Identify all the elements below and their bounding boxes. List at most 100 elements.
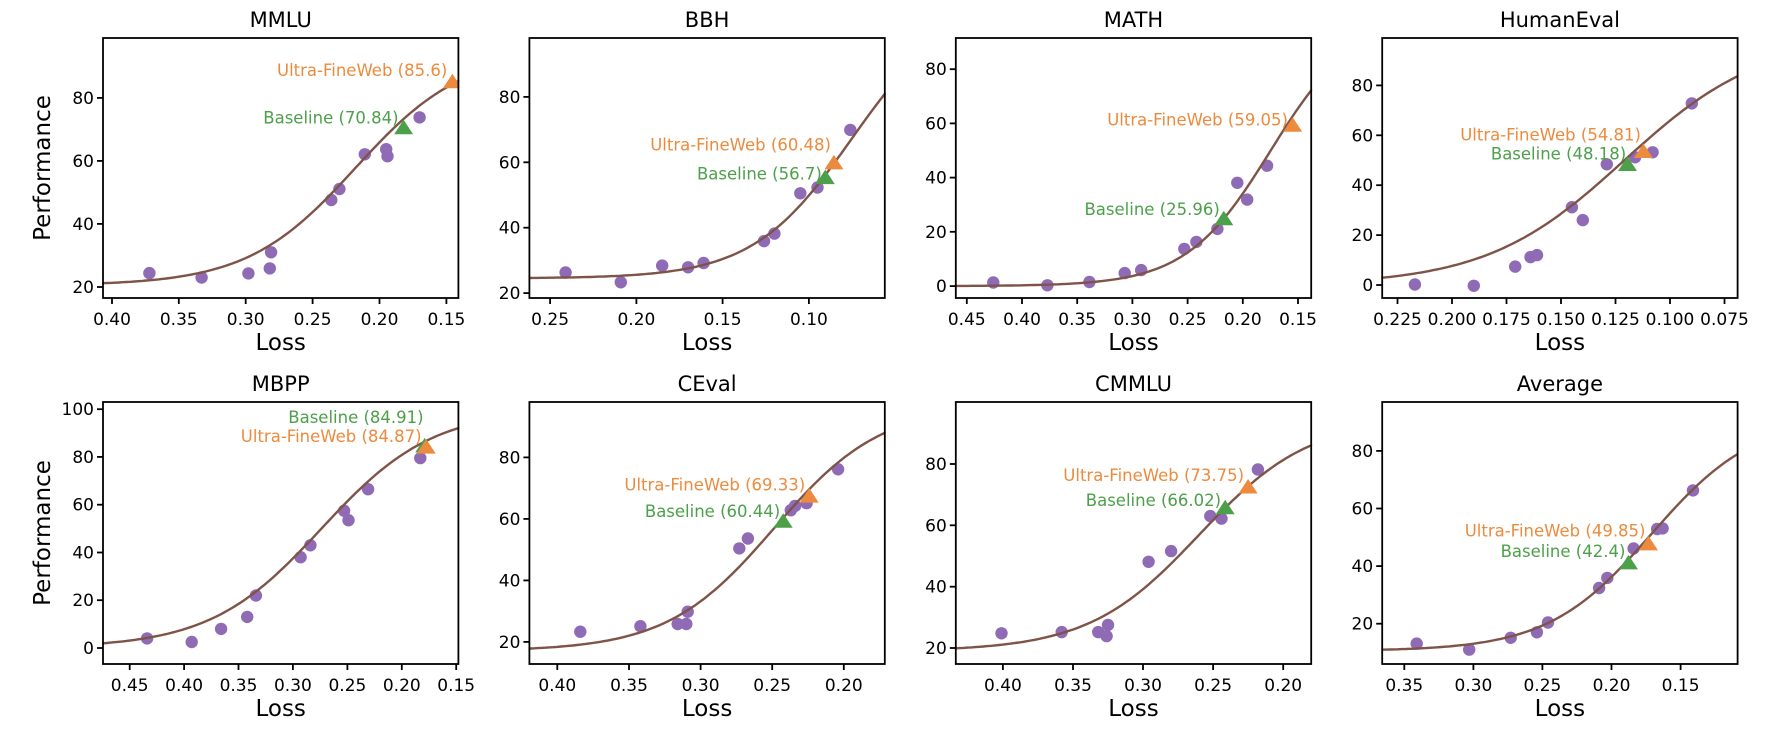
x-tick-label: 0.20: [617, 310, 655, 330]
y-tick-label: 60: [1352, 500, 1374, 520]
subplot-mbpp: Ultra-FineWeb (84.87)Baseline (84.91) MBP…: [30, 372, 475, 722]
plot-area: [102, 73, 460, 285]
subplot-title: BBH: [685, 8, 730, 32]
data-point: [1656, 522, 1669, 535]
baseline-marker: [1215, 499, 1235, 515]
y-tick-label: 60: [925, 516, 947, 536]
x-axis-label: Loss: [255, 330, 305, 356]
data-point: [1241, 193, 1254, 206]
subplot-title: CMMLU: [1095, 372, 1172, 396]
ultra-fineweb-marker: [442, 73, 460, 89]
y-tick-label: 40: [499, 571, 521, 591]
data-point: [757, 234, 771, 248]
y-tick-label: 100: [62, 400, 94, 420]
ultra-fineweb-label: Ultra-FineWeb (60.48): [650, 135, 831, 154]
data-point: [559, 266, 572, 279]
plot-area: [1381, 452, 1739, 656]
y-tick-label: 20: [499, 284, 521, 304]
x-tick-label: 0.25: [531, 310, 569, 330]
x-axis: 0.225 0.200 0.175 0.150 0.125 0.100 0.075: [1373, 298, 1749, 330]
baseline-label: Baseline (25.96): [1084, 200, 1219, 219]
scatter-points: [995, 463, 1265, 643]
data-point: [195, 271, 208, 284]
axes-frame: [528, 37, 886, 299]
data-point: [656, 259, 669, 272]
y-tick-label: 20: [499, 633, 521, 653]
y-axis: 20 40 60 80: [72, 89, 103, 298]
ultra-fineweb-label: Ultra-FineWeb (69.33): [624, 475, 805, 494]
data-point: [1101, 618, 1115, 632]
scatter-points: [1410, 484, 1700, 656]
x-axis: 0.35 0.30 0.25 0.20 0.15: [1385, 664, 1700, 696]
x-axis-label: Loss: [1535, 330, 1585, 356]
y-tick-label: 80: [925, 455, 947, 475]
x-axis-label: Loss: [1535, 696, 1585, 722]
subplot-title: HumanEval: [1500, 8, 1620, 32]
baseline-marker: [773, 513, 793, 528]
baseline-marker: [1214, 210, 1234, 226]
data-point: [1164, 544, 1178, 558]
baseline-label: Baseline (42.4): [1501, 542, 1626, 561]
data-point: [214, 622, 228, 636]
data-point: [1601, 571, 1614, 585]
plot-area: [1381, 75, 1739, 292]
data-point: [1576, 213, 1590, 227]
x-axis: 0.25 0.20 0.15 0.10: [531, 298, 828, 330]
subplot-average: Ultra-FineWeb (49.85)Baseline (42.4) Aver…: [1352, 372, 1739, 722]
x-tick-label: 0.15: [427, 310, 465, 330]
x-tick-label: 0.20: [1264, 676, 1302, 696]
data-point: [241, 610, 254, 624]
plot-area: [528, 431, 886, 650]
data-point: [1463, 643, 1476, 656]
axes-frame: [954, 37, 1313, 299]
x-axis-label: Loss: [255, 696, 305, 722]
y-tick-label: 0: [83, 639, 94, 659]
subplot-bbh: Ultra-FineWeb (60.48) Baseline (56.7) BBH 0…: [499, 8, 886, 356]
x-tick-label: 0.40: [93, 310, 131, 330]
ultra-fineweb-label: Ultra-FineWeb (84.87): [241, 427, 422, 446]
data-point: [294, 551, 307, 564]
x-tick-label: 0.35: [1054, 676, 1092, 696]
axes-frame: [102, 37, 460, 299]
data-point: [1100, 629, 1113, 643]
y-tick-label: 40: [925, 578, 947, 598]
data-point: [680, 617, 693, 631]
y-axis: 20 40 60 80: [499, 88, 530, 304]
scatter-points: [987, 159, 1274, 292]
x-tick-label: 0.150: [1537, 310, 1586, 330]
y-tick-label: 80: [1352, 76, 1374, 96]
y-tick-label: 80: [499, 88, 521, 108]
x-tick-label: 0.075: [1700, 310, 1749, 330]
scatter-points: [143, 111, 426, 284]
x-tick-label: 0.25: [328, 676, 366, 696]
data-point: [342, 514, 355, 527]
y-tick-label: 80: [499, 448, 521, 468]
data-point: [1211, 222, 1224, 236]
x-axis-label: Loss: [682, 696, 732, 722]
data-point: [995, 627, 1008, 640]
x-tick-label: 0.15: [1279, 310, 1317, 330]
y-tick-label: 60: [499, 153, 521, 173]
baseline-marker: [1619, 554, 1638, 570]
x-tick-label: 0.30: [1454, 676, 1492, 696]
subplot-title: CEval: [678, 372, 737, 396]
y-tick-label: 60: [1352, 126, 1374, 146]
x-tick-label: 0.10: [790, 310, 828, 330]
y-tick-label: 20: [925, 639, 947, 659]
data-point: [333, 182, 346, 196]
x-axis: 0.40 0.35 0.30 0.25 0.20 0.15: [93, 298, 465, 330]
y-tick-label: 60: [499, 510, 521, 530]
y-tick-label: 20: [72, 591, 94, 611]
x-tick-label: 0.15: [437, 676, 475, 696]
data-point: [263, 262, 276, 275]
x-tick-label: 0.20: [383, 676, 421, 696]
subplot-title: MBPP: [252, 372, 310, 396]
y-tick-label: 60: [72, 496, 94, 516]
data-point: [143, 266, 156, 280]
plot-area: [954, 444, 1313, 650]
data-point: [1467, 279, 1481, 292]
baseline-label: Baseline (56.7): [697, 165, 822, 184]
x-tick-label: 0.45: [948, 310, 986, 330]
y-axis: 20 40 60 80: [499, 448, 530, 653]
ultra-fineweb-marker: [1238, 479, 1258, 494]
